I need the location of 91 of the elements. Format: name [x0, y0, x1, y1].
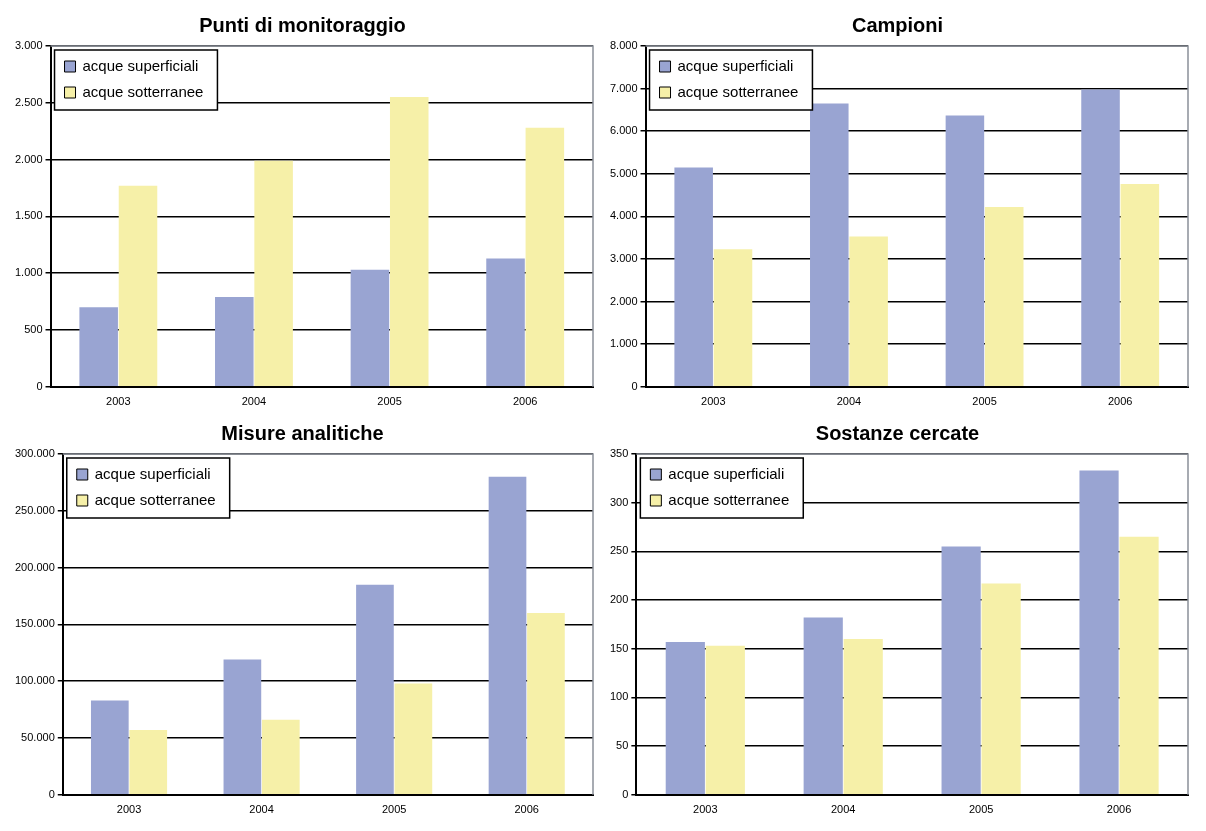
- y-tick-label: 250.000: [15, 503, 55, 516]
- bar: [488, 476, 527, 795]
- x-tick-label: 2003: [693, 803, 718, 816]
- x-tick-label: 2006: [512, 395, 538, 408]
- y-tick-label: 100: [609, 690, 629, 703]
- y-tick-label: 8.000: [610, 39, 638, 52]
- y-tick-label: 50: [616, 739, 629, 752]
- bar: [1081, 89, 1120, 387]
- x-tick-label: 2005: [381, 803, 407, 816]
- bar: [486, 258, 525, 387]
- bar: [254, 160, 293, 387]
- bar: [527, 613, 565, 795]
- y-tick-label: 350: [609, 447, 629, 460]
- y-tick-label: 1.000: [15, 266, 43, 279]
- bar: [803, 617, 843, 795]
- x-tick-label: 2006: [1106, 803, 1132, 816]
- x-tick-label: 2005: [972, 395, 997, 408]
- bar: [849, 236, 888, 387]
- legend-label: acque superficiali: [668, 465, 785, 483]
- y-tick-label: 0: [622, 787, 629, 800]
- bar: [941, 546, 981, 795]
- x-tick-label: 2005: [377, 395, 402, 408]
- y-tick-label: 1.500: [15, 209, 43, 222]
- y-tick-label: 50.000: [21, 731, 55, 744]
- y-tick-label: 4.000: [610, 209, 638, 222]
- bar: [215, 297, 254, 387]
- y-tick-label: 100.000: [15, 674, 55, 687]
- bar: [1079, 470, 1119, 795]
- y-tick-label: 0: [36, 379, 43, 392]
- chart-title: Misure analitiche: [221, 421, 384, 444]
- y-tick-label: 500: [24, 323, 43, 336]
- bar: [984, 207, 1024, 387]
- chart-title: Campioni: [851, 13, 944, 36]
- y-tick-label: 7.000: [610, 81, 638, 94]
- y-tick-label: 5.000: [610, 166, 638, 179]
- y-tick-label: 300: [609, 495, 629, 508]
- y-tick-label: 2.000: [610, 294, 638, 307]
- y-tick-label: 3.000: [610, 252, 638, 265]
- bar: [1119, 536, 1159, 795]
- y-tick-label: 250: [609, 544, 629, 557]
- bar: [713, 249, 753, 387]
- x-tick-label: 2004: [836, 395, 862, 408]
- bar: [810, 103, 849, 387]
- x-tick-label: 2003: [106, 395, 131, 408]
- y-tick-label: 2.500: [15, 95, 43, 108]
- legend-label: acque superficiali: [94, 465, 211, 483]
- y-tick-label: 2.000: [15, 152, 43, 165]
- legend-label: acque superficiali: [677, 57, 794, 75]
- x-tick-label: 2004: [249, 803, 274, 816]
- bar: [1120, 184, 1160, 387]
- y-tick-label: 150: [609, 641, 629, 654]
- bar: [350, 269, 390, 387]
- y-tick-label: 1.000: [610, 337, 638, 350]
- y-tick-label: 150.000: [15, 617, 55, 630]
- x-tick-label: 2003: [116, 803, 142, 816]
- bar: [705, 645, 745, 795]
- y-tick-label: 200: [609, 593, 629, 606]
- bar: [90, 700, 129, 795]
- y-tick-label: 300.000: [15, 447, 55, 460]
- bar: [389, 97, 429, 387]
- x-tick-label: 2003: [701, 395, 726, 408]
- bar: [525, 127, 565, 387]
- legend-label: acque sotterranee: [668, 491, 790, 509]
- y-tick-label: 0: [48, 787, 55, 800]
- chart-title: Sostanze cercate: [815, 421, 980, 444]
- bar: [261, 719, 300, 795]
- bar: [223, 659, 262, 795]
- y-tick-label: 3.000: [15, 39, 43, 52]
- y-tick-label: 0: [631, 379, 638, 392]
- bar: [674, 167, 713, 387]
- bar: [945, 115, 985, 387]
- y-tick-label: 6.000: [610, 124, 638, 137]
- bar: [665, 641, 705, 795]
- y-tick-label: 200.000: [15, 560, 55, 573]
- x-tick-label: 2006: [1107, 395, 1133, 408]
- legend-label: acque sotterranee: [82, 83, 204, 101]
- bar: [356, 584, 394, 795]
- x-tick-label: 2005: [968, 803, 994, 816]
- bar: [79, 307, 118, 387]
- legend-label: acque sotterranee: [94, 491, 216, 509]
- chart-title: Punti di monitoraggio: [199, 13, 406, 36]
- x-tick-label: 2004: [241, 395, 267, 408]
- bar: [843, 639, 883, 795]
- legend-label: acque sotterranee: [677, 83, 799, 101]
- bar: [129, 730, 168, 795]
- x-tick-label: 2006: [514, 803, 539, 816]
- bar: [981, 583, 1021, 795]
- bar: [118, 185, 158, 387]
- x-tick-label: 2004: [830, 803, 856, 816]
- bar: [394, 683, 433, 795]
- legend-label: acque superficiali: [82, 57, 199, 75]
